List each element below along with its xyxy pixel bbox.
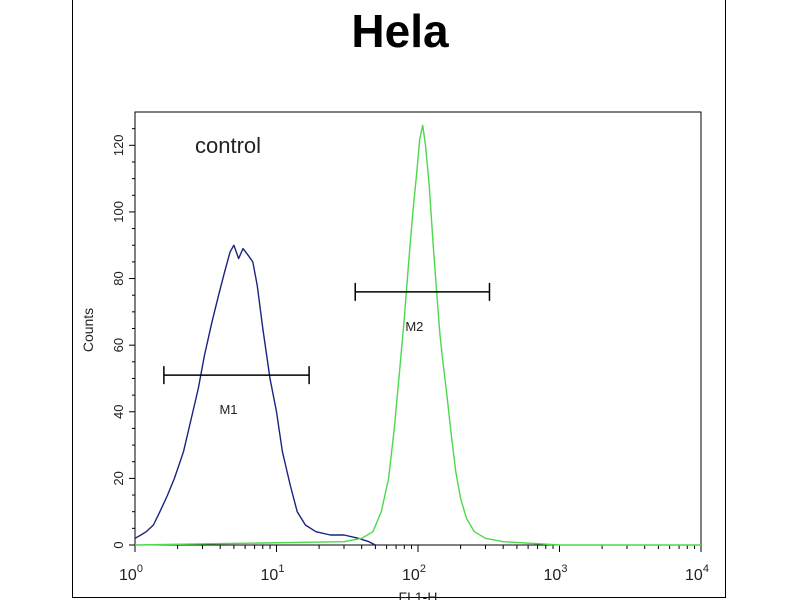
y-axis: 0 20 40 60 80 100 120 [111,128,135,549]
chart-frame [72,0,726,598]
y-tick-label: 100 [111,201,126,223]
chart-title: Hela [351,5,449,57]
y-tick-label: 60 [111,338,126,352]
series-control-line [134,244,376,546]
x-tick-label: 104 [685,563,709,584]
gate-layer: M1 M2 [163,282,491,417]
gate-label: M1 [219,402,237,417]
x-axis: 100 101 102 103 104 [119,545,709,584]
y-tick-label: 40 [111,405,126,419]
annotation-control: control [195,133,261,158]
series-sample-line [134,124,701,546]
gate-label: M2 [405,319,423,334]
y-axis-label: Counts [80,308,96,352]
x-tick-label: 100 [119,563,143,584]
x-tick-label: 101 [261,563,285,584]
y-tick-label: 0 [111,541,126,548]
x-tick-label: 103 [544,563,568,584]
series-layer [134,124,701,546]
y-tick-label: 20 [111,471,126,485]
x-axis-label: FL1-H [399,589,438,600]
x-tick-label: 102 [402,563,426,584]
y-tick-label: 120 [111,134,126,156]
y-tick-label: 80 [111,271,126,285]
